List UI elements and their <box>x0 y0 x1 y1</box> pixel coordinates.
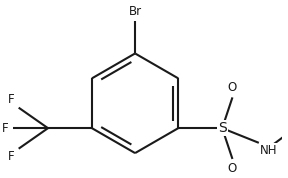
Text: O: O <box>228 82 237 95</box>
Text: F: F <box>8 93 14 106</box>
Text: F: F <box>8 150 14 163</box>
Text: Br: Br <box>128 5 142 18</box>
Text: S: S <box>218 121 227 135</box>
Text: F: F <box>2 122 8 135</box>
Text: O: O <box>228 162 237 175</box>
Text: NH: NH <box>260 144 278 157</box>
